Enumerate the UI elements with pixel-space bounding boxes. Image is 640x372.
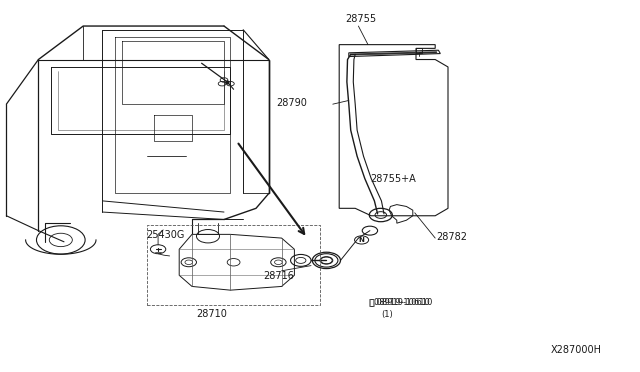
Text: 28755+A: 28755+A [370,174,415,183]
Text: N: N [358,237,365,243]
Text: X287000H: X287000H [550,345,602,355]
Text: 28755: 28755 [345,14,376,24]
Text: 28710: 28710 [196,310,227,319]
Text: 28790: 28790 [276,99,307,108]
Text: 28782: 28782 [436,232,467,242]
Text: Ⓝ 08919-10610: Ⓝ 08919-10610 [369,298,432,307]
Text: 25430G: 25430G [146,230,184,240]
Text: 28716: 28716 [263,271,294,281]
Text: (1): (1) [381,310,392,319]
Text: 一08919-10610: 一08919-10610 [370,298,431,307]
